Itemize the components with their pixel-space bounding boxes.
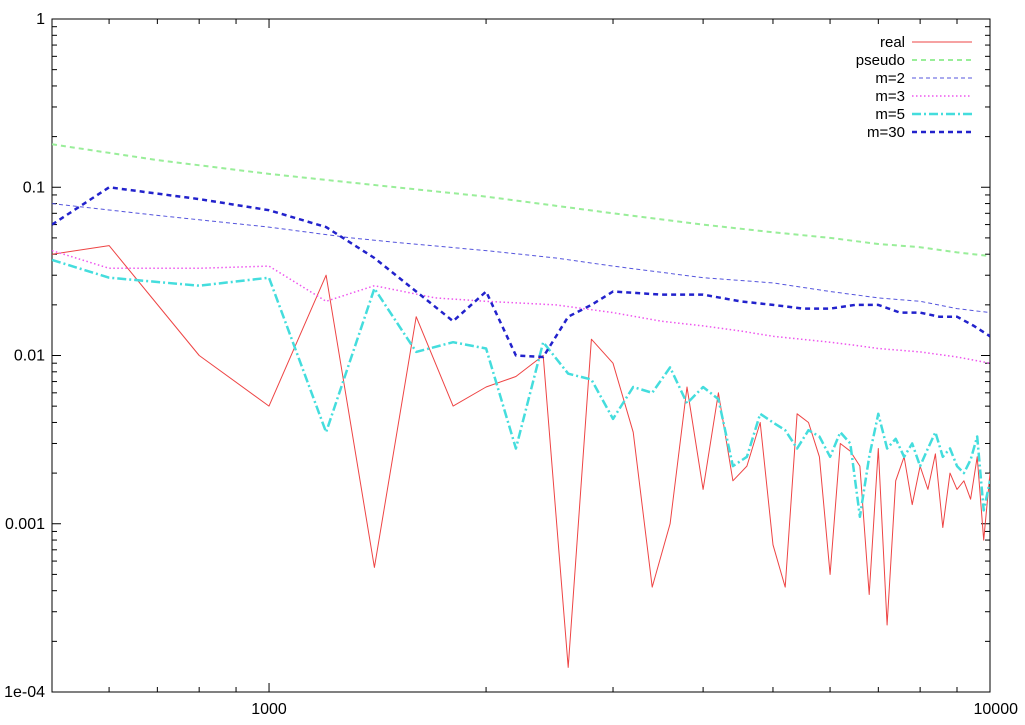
y-tick-label: 1e-04 [4,684,45,701]
series-line-m-3 [52,249,990,364]
series-line-m-30 [52,186,990,359]
y-tick-label: 0.001 [5,516,45,533]
series-line-pseudo [52,143,990,258]
legend-label: m=30 [867,124,905,141]
legend-label: m=2 [875,70,905,87]
series-line-real [52,245,990,668]
x-axis: 1000 10000 [51,19,1019,718]
legend-label: m=5 [875,106,905,123]
legend-label: real [880,34,905,51]
legend-label: pseudo [856,52,905,69]
y-tick-label: 1 [36,11,45,28]
y-tick-label: 0.1 [23,179,45,196]
legend-label: m=3 [875,88,905,105]
series-line-m-5 [52,258,990,519]
x-tick-label: 10000 [974,701,1019,718]
y-tick-label: 0.01 [14,348,45,365]
series-lines [52,143,990,668]
y-axis: 1 0.1 0.01 0.001 1e-04 [4,11,990,701]
series-line-m-2 [52,203,990,314]
x-tick-label: 1000 [251,701,287,718]
